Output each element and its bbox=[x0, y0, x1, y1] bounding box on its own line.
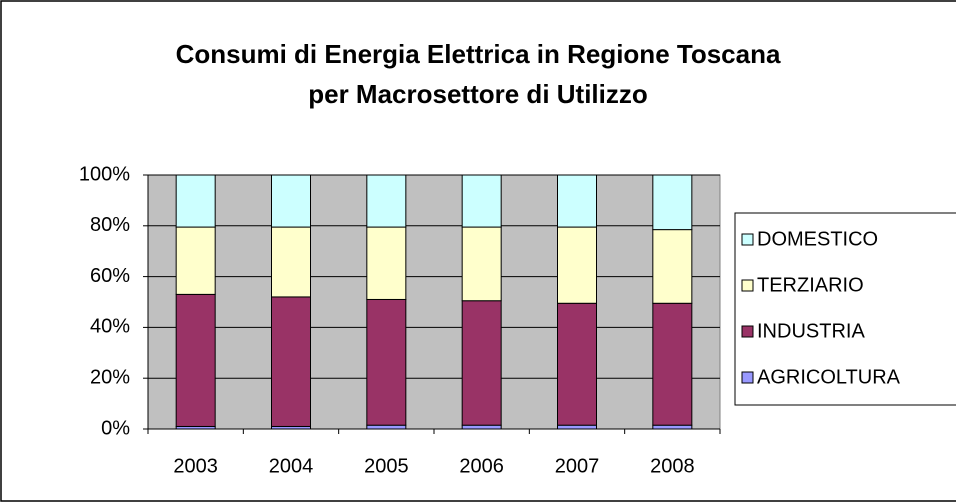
bar-segment bbox=[652, 302, 693, 426]
legend-label: INDUSTRIA bbox=[757, 320, 865, 342]
bar-segment bbox=[271, 226, 311, 298]
y-tick-label: 60% bbox=[90, 265, 130, 287]
bar-segment bbox=[652, 229, 693, 304]
bar-segment bbox=[557, 424, 597, 430]
bar-segment bbox=[366, 424, 407, 430]
bar-segment bbox=[461, 174, 502, 228]
legend-box bbox=[734, 212, 956, 406]
x-tick-label: 2006 bbox=[459, 455, 504, 477]
bar-segment bbox=[652, 174, 693, 231]
x-tick-label: 2003 bbox=[173, 455, 218, 477]
legend-swatch bbox=[741, 371, 754, 384]
x-tick-label: 2004 bbox=[269, 455, 314, 477]
bar-segment bbox=[461, 300, 502, 426]
bar-segment bbox=[271, 174, 311, 228]
chart-title: Consumi di Energia Elettrica in Regione … bbox=[176, 39, 781, 69]
bar-segment bbox=[461, 424, 502, 430]
plot-area bbox=[147, 174, 721, 430]
chart-title: per Macrosettore di Utilizzo bbox=[308, 79, 648, 109]
bar-segment bbox=[366, 174, 407, 228]
bar-segment bbox=[557, 226, 597, 304]
bar-segment bbox=[366, 298, 407, 426]
x-tick-label: 2005 bbox=[364, 455, 409, 477]
bar-segment bbox=[652, 424, 693, 430]
y-tick-label: 40% bbox=[90, 316, 130, 338]
legend-label: DOMESTICO bbox=[757, 228, 878, 250]
x-tick-label: 2008 bbox=[650, 455, 695, 477]
legend-swatch bbox=[741, 279, 754, 292]
y-tick-label: 0% bbox=[101, 417, 130, 439]
y-tick-label: 80% bbox=[90, 214, 130, 236]
legend-label: TERZIARIO bbox=[757, 274, 864, 296]
y-tick-label: 100% bbox=[79, 163, 130, 185]
bar-segment bbox=[366, 226, 407, 300]
x-tick-label: 2007 bbox=[555, 455, 600, 477]
bar-segment bbox=[461, 226, 502, 302]
legend-label: AGRICOLTURA bbox=[757, 366, 901, 388]
legend-swatch bbox=[741, 325, 754, 338]
bar-segment bbox=[175, 226, 216, 295]
legend-swatch bbox=[741, 233, 754, 246]
bar-segment bbox=[175, 293, 216, 427]
bar-segment bbox=[557, 174, 597, 228]
bar-segment bbox=[271, 296, 311, 427]
y-tick-label: 20% bbox=[90, 366, 130, 388]
bar-segment bbox=[175, 174, 216, 228]
bar-segment bbox=[557, 302, 597, 426]
